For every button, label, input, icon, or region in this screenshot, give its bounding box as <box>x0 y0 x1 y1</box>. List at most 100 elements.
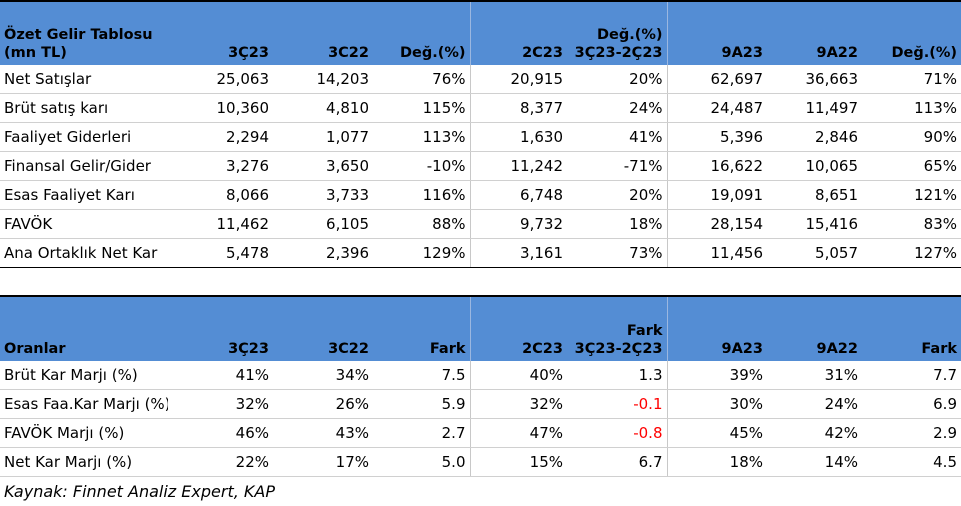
table-cell: 11,462 <box>168 209 273 239</box>
table-cell: 7.7 <box>862 361 961 390</box>
table-cell: 1,077 <box>273 122 373 152</box>
table-cell: 14% <box>767 447 862 477</box>
table-row: Ana Ortaklık Net Kar 5,478 2,396 129% 3,161 7… <box>0 238 961 268</box>
source-note: Kaynak: Finnet Analiz Expert, KAP <box>4 482 275 501</box>
table-cell: 36,663 <box>767 65 862 94</box>
table-cell: 5,478 <box>168 238 273 268</box>
table-cell: -10% <box>373 151 470 181</box>
ratios-table-header-cell: 2C23 <box>469 295 567 361</box>
table-row: Faaliyet Giderleri 2,294 1,077 113% 1,630 41%… <box>0 122 961 152</box>
table-row: FAVÖK Marjı (%) 46% 43% 2.7 47% -0.8 45% 42% 2.9 <box>0 418 961 448</box>
row-label: FAVÖK Marjı (%) <box>0 418 168 448</box>
table-cell: 43% <box>273 418 373 448</box>
income-table-header-cell: 9A22 <box>767 0 862 65</box>
table-row: Brüt satış karı 10,360 4,810 115% 8,377 24% 24… <box>0 93 961 123</box>
table-cell: 32% <box>168 389 273 419</box>
table-cell: 4.5 <box>862 447 961 477</box>
table-row: Finansal Gelir/Gider 3,276 3,650 -10% 11,242… <box>0 151 961 181</box>
row-label: Brüt Kar Marjı (%) <box>0 361 168 390</box>
table-cell: 3,161 <box>469 238 567 268</box>
ratios-table-header-cell: Fark <box>862 295 961 361</box>
table-cell: 15,416 <box>767 209 862 239</box>
table-cell: 129% <box>373 238 470 268</box>
table-cell: 5.9 <box>373 389 470 419</box>
table-cell: 3,276 <box>168 151 273 181</box>
table-cell: 90% <box>862 122 961 152</box>
table-cell: 46% <box>168 418 273 448</box>
income-table-header-row: Özet Gelir Tablosu (mn TL) 3Ç23 3C22 Değ.(%)… <box>0 0 961 65</box>
table-cell: 26% <box>273 389 373 419</box>
table-cell: 34% <box>273 361 373 390</box>
table-cell: 20,915 <box>469 65 567 94</box>
ratios-table-header-row: Oranlar 3Ç23 3C22 Fark 2C23 Fark 3Ç23-2Ç23 9A23… <box>0 295 961 361</box>
table-cell: 127% <box>862 238 961 268</box>
table-cell: -0.8 <box>567 418 667 448</box>
table-cell: 2,846 <box>767 122 862 152</box>
table-cell: 7.5 <box>373 361 470 390</box>
table-row: Esas Faa.Kar Marjı (%) 32% 26% 5.9 32% -0.1 30… <box>0 389 961 419</box>
table-cell: 22% <box>168 447 273 477</box>
table-cell: 62,697 <box>666 65 767 94</box>
table-cell: 4,810 <box>273 93 373 123</box>
income-table-header-cell: Değ.(%) <box>862 0 961 65</box>
ratios-table-header-cell: Oranlar <box>0 295 168 361</box>
income-table-header-cell: 2C23 <box>469 0 567 65</box>
table-cell: 8,377 <box>469 93 567 123</box>
table-cell: 2.9 <box>862 418 961 448</box>
table-cell: 18% <box>666 447 767 477</box>
table-cell: 5,396 <box>666 122 767 152</box>
table-cell: 73% <box>567 238 667 268</box>
table-cell: 121% <box>862 180 961 210</box>
table-cell: 5,057 <box>767 238 862 268</box>
table-cell: 11,497 <box>767 93 862 123</box>
table-cell: 76% <box>373 65 470 94</box>
table-cell: 10,065 <box>767 151 862 181</box>
row-label: Faaliyet Giderleri <box>0 122 168 152</box>
table-cell: 15% <box>469 447 567 477</box>
table-cell: 3,733 <box>273 180 373 210</box>
income-summary-table: Özet Gelir Tablosu (mn TL) 3Ç23 3C22 Değ.(%)… <box>0 0 961 268</box>
table-cell: 11,242 <box>469 151 567 181</box>
income-table-header-cell: Değ.(%) 3Ç23-2Ç23 <box>567 0 667 65</box>
table-cell: 20% <box>567 180 667 210</box>
table-cell: 5.0 <box>373 447 470 477</box>
ratios-table-header-cell: 9A22 <box>767 295 862 361</box>
table-cell: 10,360 <box>168 93 273 123</box>
ratios-table-header-cell: 3C22 <box>273 295 373 361</box>
table-cell: 6.9 <box>862 389 961 419</box>
table-cell: 71% <box>862 65 961 94</box>
ratios-table: Oranlar 3Ç23 3C22 Fark 2C23 Fark 3Ç23-2Ç23 9A23… <box>0 295 961 477</box>
table-cell: 20% <box>567 65 667 94</box>
table-cell: 42% <box>767 418 862 448</box>
row-label: Esas Faaliyet Karı <box>0 180 168 210</box>
table-cell: 31% <box>767 361 862 390</box>
table-cell: 9,732 <box>469 209 567 239</box>
table-cell: 8,066 <box>168 180 273 210</box>
row-label: Brüt satış karı <box>0 93 168 123</box>
table-cell: 40% <box>469 361 567 390</box>
row-label: Net Satışlar <box>0 65 168 94</box>
table-cell: 32% <box>469 389 567 419</box>
table-cell: 6,105 <box>273 209 373 239</box>
table-cell: 41% <box>168 361 273 390</box>
table-cell: 6.7 <box>567 447 667 477</box>
table-cell: 19,091 <box>666 180 767 210</box>
table-cell: 116% <box>373 180 470 210</box>
table-row: Net Satışlar 25,063 14,203 76% 20,915 20% 62,6… <box>0 65 961 94</box>
table-cell: 17% <box>273 447 373 477</box>
table-cell: 6,748 <box>469 180 567 210</box>
table-row: Net Kar Marjı (%) 22% 17% 5.0 15% 6.7 18% 14% 4.… <box>0 447 961 477</box>
table-row: FAVÖK 11,462 6,105 88% 9,732 18% 28,154 15,416 8… <box>0 209 961 239</box>
table-cell: 28,154 <box>666 209 767 239</box>
table-cell: 24,487 <box>666 93 767 123</box>
table-cell: 3,650 <box>273 151 373 181</box>
table-cell: 2,396 <box>273 238 373 268</box>
table-cell: 24% <box>567 93 667 123</box>
table-cell: 25,063 <box>168 65 273 94</box>
table-cell: 1,630 <box>469 122 567 152</box>
table-cell: 30% <box>666 389 767 419</box>
table-cell: 65% <box>862 151 961 181</box>
table-cell: 8,651 <box>767 180 862 210</box>
table-cell: 24% <box>767 389 862 419</box>
table-cell: 88% <box>373 209 470 239</box>
